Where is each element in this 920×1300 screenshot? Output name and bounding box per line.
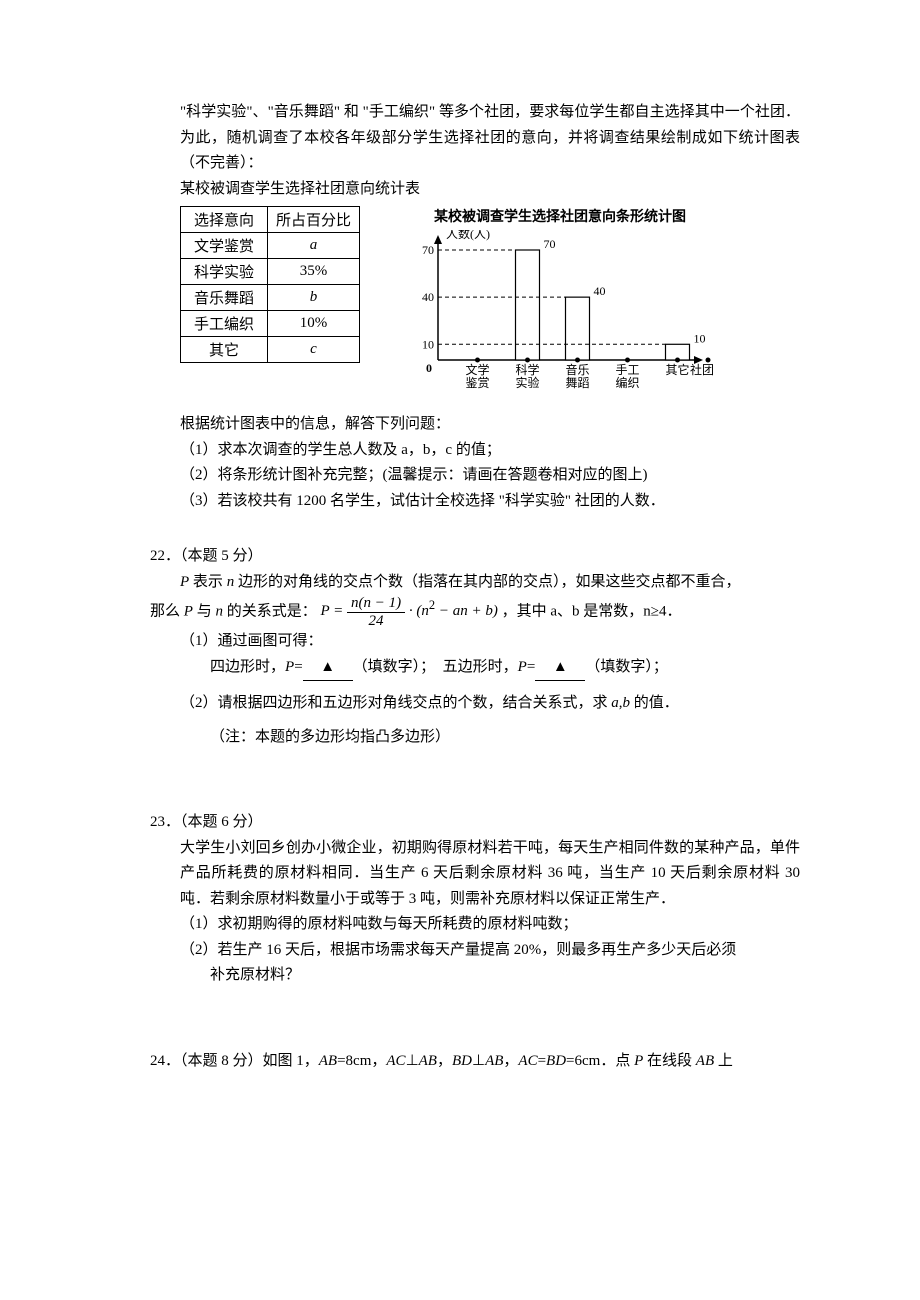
q23-header: 23．（本题 6 分） [150, 810, 800, 836]
q23-s2: （2）若生产 16 天后，根据市场需求每天产量提高 20%，则最多再生产多少天后… [180, 938, 800, 964]
table-row: 音乐舞蹈 b [181, 285, 360, 311]
q21-s1: （1）求本次调查的学生总人数及 a，b，c 的值； [180, 438, 800, 464]
td: b [268, 285, 360, 311]
td: 35% [268, 259, 360, 285]
th-0: 选择意向 [181, 207, 268, 233]
q22-formula-tail: ，其中 a、b 是常数，n≥4． [502, 603, 682, 619]
svg-text:70: 70 [422, 243, 434, 257]
q22-formula-line: 那么 P 与 n 的关系式是： P = n(n − 1) 24 · (n2 − … [150, 595, 800, 629]
bar-chart: 某校被调查学生选择社团意向条形统计图 人数(人) 社团 0 文学鉴赏 70 70 科学实验 4… [400, 206, 720, 404]
td: 手工编织 [181, 311, 268, 337]
svg-text:40: 40 [594, 284, 606, 298]
q21-s3: （3）若该校共有 1200 名学生，试估计全校选择 "科学实验" 社团的人数． [180, 489, 800, 515]
survey-table: 选择意向 所占百分比 文学鉴赏 a 科学实验 35% 音乐舞蹈 b 手工编织 1… [180, 206, 360, 363]
svg-text:手工: 手工 [616, 363, 640, 377]
q22-s1-line: 四边形时，P=▲（填数字）； 五边形时，P=▲（填数字）； [210, 655, 800, 682]
q22-note: （注：本题的多边形均指凸多边形） [210, 725, 800, 751]
q22-p1a: P 表示 n 边形的对角线的交点个数（指落在其内部的交点），如果这些交点都不重合… [180, 570, 800, 596]
td: a [268, 233, 360, 259]
svg-text:鉴赏: 鉴赏 [466, 376, 490, 390]
svg-text:科学: 科学 [516, 362, 540, 377]
q22-s1: （1）通过画图可得： [180, 629, 800, 655]
td: 音乐舞蹈 [181, 285, 268, 311]
td: c [268, 337, 360, 363]
q23-s2b: 补充原材料？ [210, 963, 800, 989]
q22-s2: （2）请根据四边形和五边形对角线交点的个数，结合关系式，求 a,b 的值． [180, 691, 800, 717]
svg-text:10: 10 [694, 331, 706, 345]
q23-p1: 大学生小刘回乡创办小微企业，初期购得原材料若干吨，每天生产相同件数的某种产品，单… [180, 836, 800, 913]
svg-text:10: 10 [422, 337, 434, 351]
svg-text:人数(人): 人数(人) [446, 230, 490, 241]
table-chart-row: 选择意向 所占百分比 文学鉴赏 a 科学实验 35% 音乐舞蹈 b 手工编织 1… [150, 206, 800, 404]
q21-intro: "科学实验"、"音乐舞蹈" 和 "手工编织" 等多个社团，要求每位学生都自主选择… [180, 100, 800, 177]
svg-text:70: 70 [544, 237, 556, 251]
table-row: 手工编织 10% [181, 311, 360, 337]
table-row: 文学鉴赏 a [181, 233, 360, 259]
table-row: 科学实验 35% [181, 259, 360, 285]
table-row: 其它 c [181, 337, 360, 363]
svg-text:编织: 编织 [616, 375, 640, 390]
td: 其它 [181, 337, 268, 363]
q21-table-title: 某校被调查学生选择社团意向统计表 [180, 177, 800, 203]
svg-text:40: 40 [422, 290, 434, 304]
bar-chart-svg: 人数(人) 社团 0 文学鉴赏 70 70 科学实验 40 40 音乐舞蹈 手工编织 10 10 其它 [400, 230, 720, 400]
blank-1: ▲ [303, 655, 353, 682]
svg-text:0: 0 [426, 361, 432, 375]
chart-title: 某校被调查学生选择社团意向条形统计图 [400, 206, 720, 226]
td: 10% [268, 311, 360, 337]
svg-text:舞蹈: 舞蹈 [566, 376, 590, 390]
q22-header: 22．（本题 5 分） [150, 544, 800, 570]
q21-s2: （2）将条形统计图补充完整；(温馨提示：请画在答题卷相对应的图上) [180, 463, 800, 489]
svg-text:实验: 实验 [516, 375, 540, 390]
svg-text:文学: 文学 [466, 362, 490, 377]
td: 文学鉴赏 [181, 233, 268, 259]
q23-s1: （1）求初期购得的原材料吨数与每天所耗费的原材料吨数； [180, 912, 800, 938]
q21-followup: 根据统计图表中的信息，解答下列问题： [180, 412, 800, 438]
th-1: 所占百分比 [268, 207, 360, 233]
q24-header: 24．（本题 8 分）如图 1，AB=8cm，AC⊥AB，BD⊥AB，AC=BD… [150, 1049, 800, 1075]
td: 科学实验 [181, 259, 268, 285]
svg-text:音乐: 音乐 [566, 362, 590, 377]
svg-text:其它: 其它 [666, 362, 690, 377]
q22-formula: P = n(n − 1) 24 · (n2 − an + b) [320, 603, 501, 619]
svg-text:社团: 社团 [690, 362, 714, 377]
blank-2: ▲ [535, 655, 585, 682]
table-header: 选择意向 所占百分比 [181, 207, 360, 233]
